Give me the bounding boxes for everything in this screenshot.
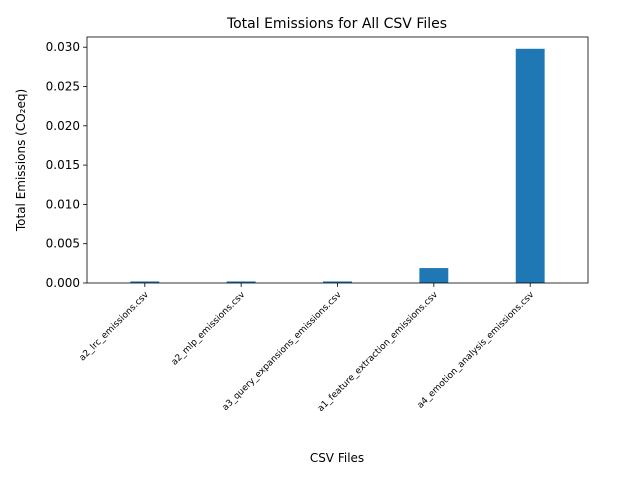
- chart-title: Total Emissions for All CSV Files: [226, 16, 447, 32]
- y-tick-label: 0.030: [46, 40, 80, 54]
- y-axis-label: Total Emissions (CO₂eq): [14, 89, 28, 232]
- bar-4: [419, 268, 449, 283]
- bar-3: [323, 281, 352, 283]
- y-tick-label: 0.010: [46, 197, 80, 211]
- y-tick-label: 0.025: [46, 80, 80, 94]
- y-axis: 0.000 0.005 0.010 0.015 0.020 0.025 0.030: [46, 40, 87, 290]
- bar-1: [130, 281, 160, 283]
- y-tick-label: 0.015: [46, 158, 80, 172]
- x-axis-label: CSV Files: [310, 451, 364, 465]
- y-tick-label: 0.000: [46, 276, 80, 290]
- y-tick-label: 0.005: [46, 237, 80, 251]
- bar-2: [226, 281, 256, 283]
- bar-5: [515, 48, 545, 283]
- y-tick-label: 0.020: [46, 119, 80, 133]
